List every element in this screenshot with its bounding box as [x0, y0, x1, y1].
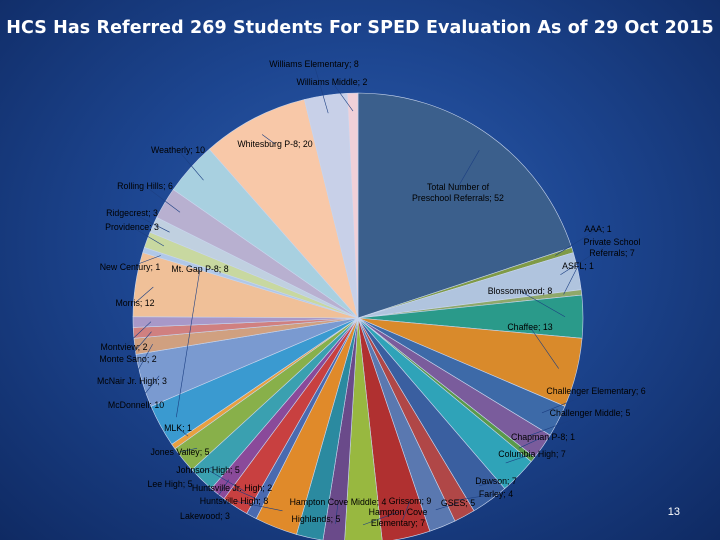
pie-slice: [357, 317, 431, 540]
leader-line: [179, 447, 198, 453]
slice-label: Montview; 2: [101, 342, 148, 352]
leader-line: [131, 212, 170, 233]
leader-line: [505, 453, 533, 464]
slice-label: Grissom; 9: [389, 496, 432, 506]
leader-line: [331, 81, 354, 112]
slice-label: Total Number of Preschool Referrals; 52: [412, 182, 504, 203]
leader-line: [207, 469, 246, 492]
slice-label: New Century; 1: [100, 262, 161, 272]
slice-label: Lee High; 5: [148, 479, 193, 489]
leader-line: [176, 268, 201, 418]
leader-line: [518, 436, 544, 449]
pie-slices: [132, 92, 584, 540]
slice-label: Lakewood; 3: [180, 511, 230, 521]
slice-label: McDonnell; 10: [108, 400, 164, 410]
slice-label: Blossomwood; 8: [488, 286, 553, 296]
slice-label: Chaffee; 13: [507, 322, 552, 332]
leader-line: [402, 500, 411, 521]
slice-label: Hampton Cove Elementary; 7: [369, 507, 428, 528]
slice-label: Monte Sano; 2: [99, 354, 156, 364]
slice-label: Johnson High; 5: [176, 465, 240, 475]
leader-line: [519, 290, 566, 318]
slice-label: Highlands; 5: [292, 514, 341, 524]
leader-line: [231, 487, 261, 501]
slice-label: ASFL; 1: [562, 261, 594, 271]
pie-slice: [346, 92, 359, 319]
leader-line: [563, 265, 579, 295]
leader-line: [134, 286, 154, 304]
slice-label: Chapman P-8; 1: [511, 432, 575, 442]
page-number: 13: [667, 506, 680, 518]
leader-line: [313, 63, 329, 114]
leader-line: [541, 390, 597, 414]
leader-line: [479, 480, 497, 487]
leader-line: [560, 241, 613, 275]
leader-line: [335, 501, 339, 524]
leader-line: [362, 511, 399, 526]
slice-label: AAA; 1: [584, 224, 611, 234]
leader-line: [169, 466, 214, 485]
slice-labels: Total Number of Preschool Referrals; 52 AA…: [97, 59, 646, 528]
leader-line: [313, 518, 317, 521]
slice-label: Mt. Gap P-8; 8: [171, 264, 228, 274]
chart-title: HCS Has Referred 269 Students For SPED E…: [6, 18, 714, 38]
leader-line: [131, 343, 153, 382]
slice-label: Providence; 3: [105, 222, 159, 232]
slice-label: Jones Valley; 5: [150, 447, 209, 457]
slice-label: Weatherly; 10: [151, 145, 205, 155]
leader-line: [123, 321, 152, 348]
leader-line: [435, 502, 459, 511]
leader-line: [233, 500, 283, 512]
slice-label: Farley; 4: [479, 489, 513, 499]
leader-line: [131, 226, 165, 247]
slice-label: Williams Elementary; 8: [269, 59, 359, 69]
slice-label: Huntsville Jr. High; 2: [192, 483, 272, 493]
leader-line: [144, 185, 181, 213]
leader-line: [457, 150, 480, 188]
slice-label: McNair Jr. High; 3: [97, 376, 167, 386]
slice-label: Challenger Elementary; 6: [546, 386, 645, 396]
slice-label: Columbia High; 7: [498, 449, 566, 459]
slice-label: MLK; 1: [164, 423, 192, 433]
pie-slice: [208, 99, 359, 319]
leader-line: [127, 331, 152, 360]
leader-line: [529, 326, 559, 369]
slice-label: Hampton Cove Middle; 4: [290, 497, 387, 507]
pie-slice: [344, 317, 383, 540]
slice-label: Williams Middle; 2: [297, 77, 368, 87]
leader-line: [456, 493, 497, 501]
slice-label: Private School Referrals; 7: [584, 237, 641, 258]
slice-label: Morris; 12: [115, 298, 154, 308]
slice-label: Whitesburg P-8; 20: [237, 139, 312, 149]
leader-line: [261, 134, 276, 145]
leader-line: [129, 255, 161, 268]
slice-label: Huntsville High; 8: [200, 496, 269, 506]
leader-line: [555, 228, 599, 256]
leader-line: [177, 427, 189, 437]
leader-line: [135, 375, 160, 406]
slice-label: Challenger Middle; 5: [550, 408, 631, 418]
slice-label: Dawson; 7: [475, 476, 517, 486]
leader-lines: [123, 63, 613, 526]
slice-label: Ridgecrest; 3: [106, 208, 158, 218]
slice-label: Rolling Hills; 6: [117, 181, 173, 191]
pie-slice: [357, 92, 573, 319]
slice-label: GSES; 5: [441, 498, 475, 508]
leader-line: [527, 412, 591, 437]
leader-line: [177, 149, 204, 181]
leader-line: [204, 479, 230, 517]
